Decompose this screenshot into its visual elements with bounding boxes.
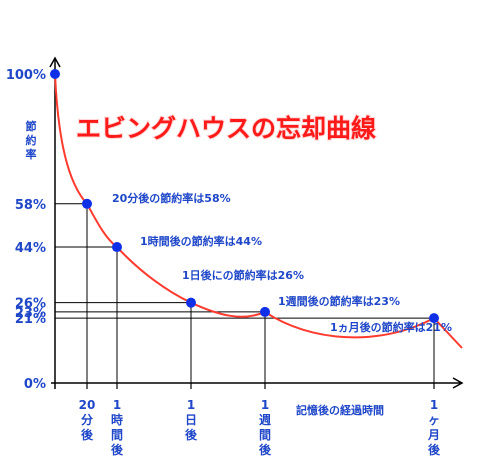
- point-annotation: 20分後の節約率は58%: [112, 191, 231, 205]
- x-tick-label: ヶ: [428, 413, 440, 427]
- chart-title: エビングハウスの忘却曲線: [76, 114, 376, 143]
- y-tick-label: 26%: [15, 297, 46, 312]
- y-tick-label: 21%: [15, 312, 46, 327]
- point-annotation: 1ヵ月後の節約率は21%: [330, 320, 452, 334]
- point-annotation: 1日後にの節約率は26%: [182, 268, 304, 282]
- x-tick-label: 週: [259, 412, 271, 427]
- y-axis-title-char: 節: [26, 119, 37, 133]
- x-tick-label: 間: [111, 428, 123, 442]
- data-point: [186, 297, 196, 308]
- y-axis-title-char: 約: [26, 133, 37, 147]
- x-tick-label: 1: [187, 398, 195, 412]
- y-axis-arrow: [49, 56, 61, 68]
- x-tick-label: 間: [259, 428, 271, 442]
- x-tick-label: 月: [427, 428, 440, 442]
- x-tick-label: 日: [185, 413, 197, 427]
- x-tick-label: 20: [79, 398, 96, 412]
- x-axis-title: 記憶後の経過時間: [296, 403, 384, 417]
- y-tick-label: 44%: [15, 241, 46, 256]
- x-tick-label: 1: [113, 398, 121, 412]
- x-tick-label: 後: [185, 427, 198, 442]
- point-annotation: 1時間後の節約率は44%: [140, 234, 262, 248]
- y-tick-label: 23%: [15, 306, 46, 321]
- point-annotation: 1週間後の節約率は23%: [278, 294, 400, 308]
- x-axis-arrow: [452, 377, 464, 389]
- x-tick-label: 後: [259, 442, 272, 457]
- x-tick-label: 分: [81, 412, 93, 427]
- x-tick-label: 時: [111, 412, 123, 427]
- y-tick-label: 0%: [24, 377, 46, 392]
- y-tick-label: 58%: [15, 198, 46, 213]
- y-axis-title-char: 率: [26, 147, 37, 161]
- data-point: [260, 306, 270, 317]
- x-tick-label: 後: [111, 442, 124, 457]
- data-point: [50, 69, 60, 79]
- x-tick-label: 後: [81, 427, 94, 442]
- x-tick-label: 1: [261, 398, 269, 412]
- data-point: [429, 313, 439, 324]
- y-tick-label: 100%: [6, 68, 46, 83]
- data-point: [82, 198, 92, 209]
- forgetting-curve-line: [54, 73, 463, 349]
- x-tick-label: 1: [430, 398, 438, 412]
- data-point: [112, 242, 122, 253]
- x-tick-label: 後: [428, 442, 441, 457]
